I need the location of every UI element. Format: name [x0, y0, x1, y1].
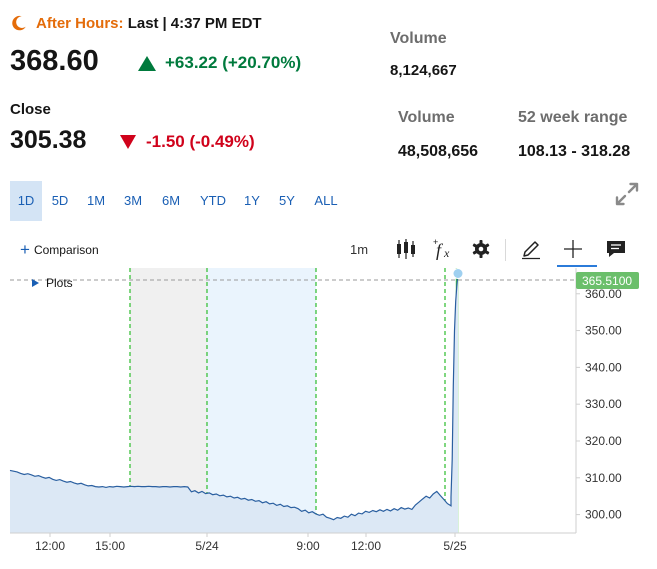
function-icon[interactable]: f x + [432, 237, 456, 261]
period-selector: 1D 5D 1M 3M 6M YTD 1Y 5Y ALL [10, 181, 346, 221]
after-hours-volume-value: 8,124,667 [390, 62, 457, 79]
period-1y[interactable]: 1Y [244, 193, 260, 208]
separator: | [162, 14, 167, 32]
y-tick-label: 360.00 [585, 287, 622, 301]
period-all[interactable]: ALL [314, 193, 338, 208]
x-tick-label: 15:00 [95, 539, 125, 553]
after-hours-status: After Hours: Last | 4:37 PM EDT [10, 14, 262, 32]
y-tick-label: 330.00 [585, 397, 622, 411]
after-hours-change: +63.22 (+20.70%) [138, 53, 301, 73]
period-1m[interactable]: 1M [86, 193, 106, 208]
gear-icon[interactable] [469, 237, 493, 261]
y-tick-label: 340.00 [585, 360, 622, 374]
candlestick-icon[interactable] [394, 237, 418, 261]
up-arrow-icon [138, 55, 156, 71]
price-area [10, 273, 458, 533]
close-change: -1.50 (-0.49%) [120, 132, 255, 152]
svg-text:x: x [443, 246, 450, 260]
comparison-label: Comparison [33, 243, 99, 257]
svg-text:+: + [433, 237, 438, 247]
last-price-tag: 365.5100 [576, 272, 639, 289]
period-1d[interactable]: 1D [10, 181, 42, 221]
range-label: 52 week range [518, 109, 628, 126]
comment-icon[interactable] [604, 237, 628, 261]
x-tick-label: 5/25 [443, 539, 467, 553]
crosshair-active-indicator [557, 265, 597, 267]
svg-text:f: f [436, 240, 444, 260]
x-tick-label: 12:00 [351, 539, 381, 553]
plus-icon: + [20, 240, 30, 259]
toolbar-divider [505, 239, 506, 261]
close-label: Close [10, 101, 51, 118]
close-change-value: -1.50 (-0.49%) [146, 132, 255, 151]
y-tick-label: 320.00 [585, 434, 622, 448]
plots-label: Plots [46, 276, 73, 290]
last-price-tag-bg [576, 272, 639, 289]
after-hours-label: After Hours: [36, 14, 124, 32]
price-line [9, 273, 459, 521]
last-price-tag-label: 365.5100 [582, 274, 632, 288]
period-3m[interactable]: 3M [123, 193, 143, 208]
expand-icon[interactable] [613, 180, 641, 208]
x-tick-label: 12:00 [35, 539, 65, 553]
volume-label: Volume [398, 109, 455, 126]
y-tick-label: 350.00 [585, 324, 622, 338]
last-label: Last [127, 14, 159, 32]
close-price: 305.38 [10, 126, 87, 154]
period-6m[interactable]: 6M [161, 193, 181, 208]
x-axis-ticks: 12:00 15:00 5/24 9:00 12:00 5/25 [35, 533, 467, 553]
caret-right-icon [32, 279, 39, 287]
comparison-button[interactable]: + Comparison [20, 240, 99, 259]
premarket-session-shade [207, 268, 316, 533]
x-tick-label: 5/24 [195, 539, 219, 553]
volume-value: 48,508,656 [398, 143, 479, 160]
crosshair-icon[interactable] [561, 237, 585, 261]
moon-icon [12, 15, 26, 31]
after-hours-price: 368.60 [10, 45, 99, 77]
period-ytd[interactable]: YTD [200, 193, 226, 208]
range-value: 108.13 - 318.28 [518, 143, 631, 160]
y-tick-label: 300.00 [585, 508, 622, 522]
after-hours-time: 4:37 PM EDT [170, 14, 262, 32]
x-tick-label: 9:00 [296, 539, 320, 553]
interval-selector[interactable]: 1m [350, 242, 369, 257]
after-hours-change-value: +63.22 (+20.70%) [165, 53, 302, 72]
draw-pencil-icon[interactable] [519, 237, 543, 261]
after-hours-volume-label: Volume [390, 30, 447, 47]
plots-toggle[interactable]: Plots [32, 276, 73, 290]
last-price-dot [452, 268, 464, 279]
period-5d[interactable]: 5D [51, 193, 69, 208]
y-axis-ticks: 360.00 350.00 340.00 330.00 320.00 310.00 300.… [576, 287, 622, 522]
chart-toolbar: + Comparison 1m f x + [0, 233, 657, 269]
down-arrow-icon [120, 135, 136, 149]
price-chart[interactable]: 360.00 350.00 340.00 330.00 320.00 310.00 300.… [0, 268, 657, 569]
period-5y[interactable]: 5Y [279, 193, 295, 208]
y-tick-label: 310.00 [585, 471, 622, 485]
